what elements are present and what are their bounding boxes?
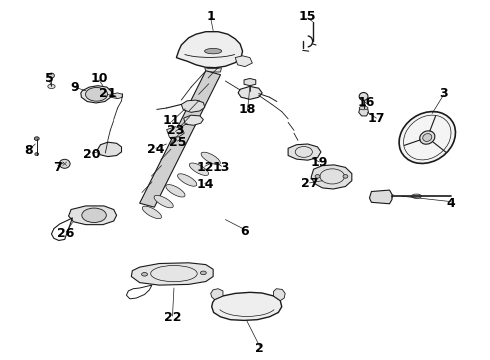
Ellipse shape bbox=[189, 163, 209, 175]
Text: 8: 8 bbox=[24, 144, 33, 157]
Text: 16: 16 bbox=[358, 96, 375, 109]
Text: 10: 10 bbox=[90, 72, 108, 85]
Ellipse shape bbox=[59, 159, 70, 168]
Ellipse shape bbox=[82, 208, 106, 222]
Ellipse shape bbox=[142, 273, 147, 276]
Polygon shape bbox=[176, 32, 243, 68]
Polygon shape bbox=[131, 263, 213, 285]
Text: 21: 21 bbox=[99, 87, 117, 100]
Polygon shape bbox=[273, 289, 285, 301]
Text: 23: 23 bbox=[167, 124, 184, 137]
Polygon shape bbox=[311, 165, 352, 189]
Polygon shape bbox=[288, 144, 321, 160]
Polygon shape bbox=[111, 93, 122, 99]
Ellipse shape bbox=[423, 134, 432, 141]
Text: 25: 25 bbox=[169, 136, 186, 149]
Polygon shape bbox=[369, 190, 392, 204]
Polygon shape bbox=[97, 142, 122, 157]
Text: 22: 22 bbox=[164, 311, 181, 324]
Polygon shape bbox=[81, 86, 112, 103]
Text: 6: 6 bbox=[241, 225, 249, 238]
Text: 19: 19 bbox=[311, 156, 328, 169]
Polygon shape bbox=[140, 71, 220, 207]
Ellipse shape bbox=[343, 175, 348, 178]
Polygon shape bbox=[167, 127, 184, 138]
Text: 14: 14 bbox=[196, 178, 214, 191]
Ellipse shape bbox=[85, 87, 108, 101]
Polygon shape bbox=[184, 115, 203, 125]
Ellipse shape bbox=[177, 174, 197, 186]
Polygon shape bbox=[244, 78, 256, 86]
Ellipse shape bbox=[315, 175, 320, 178]
Polygon shape bbox=[211, 289, 223, 300]
Polygon shape bbox=[69, 206, 117, 225]
Text: 9: 9 bbox=[70, 81, 79, 94]
Ellipse shape bbox=[419, 131, 435, 144]
Text: 26: 26 bbox=[57, 227, 75, 240]
Ellipse shape bbox=[142, 206, 162, 219]
Ellipse shape bbox=[359, 93, 368, 100]
Polygon shape bbox=[359, 108, 368, 116]
Ellipse shape bbox=[49, 73, 54, 78]
Polygon shape bbox=[212, 292, 282, 320]
Polygon shape bbox=[235, 56, 252, 67]
Polygon shape bbox=[181, 100, 205, 112]
Text: 15: 15 bbox=[299, 10, 317, 23]
Ellipse shape bbox=[359, 106, 368, 110]
Text: 17: 17 bbox=[368, 112, 385, 125]
Ellipse shape bbox=[35, 153, 39, 156]
Ellipse shape bbox=[201, 152, 220, 165]
Text: 20: 20 bbox=[83, 148, 101, 161]
Polygon shape bbox=[238, 86, 262, 99]
Ellipse shape bbox=[399, 112, 456, 163]
Ellipse shape bbox=[154, 195, 173, 208]
Text: 11: 11 bbox=[163, 114, 180, 127]
Text: 24: 24 bbox=[147, 143, 165, 156]
Text: 13: 13 bbox=[213, 161, 230, 174]
Text: 18: 18 bbox=[239, 103, 256, 116]
Text: 5: 5 bbox=[45, 72, 53, 85]
Ellipse shape bbox=[412, 194, 421, 198]
Text: 4: 4 bbox=[446, 197, 455, 210]
Text: 7: 7 bbox=[53, 161, 62, 174]
Text: 3: 3 bbox=[439, 87, 448, 100]
Ellipse shape bbox=[205, 49, 221, 54]
Polygon shape bbox=[205, 68, 221, 72]
Ellipse shape bbox=[48, 84, 55, 89]
Ellipse shape bbox=[34, 137, 39, 140]
Ellipse shape bbox=[166, 185, 185, 197]
Text: 1: 1 bbox=[206, 10, 215, 23]
Text: 12: 12 bbox=[196, 161, 214, 174]
Text: 2: 2 bbox=[255, 342, 264, 355]
Ellipse shape bbox=[200, 271, 206, 275]
Text: 27: 27 bbox=[301, 177, 318, 190]
